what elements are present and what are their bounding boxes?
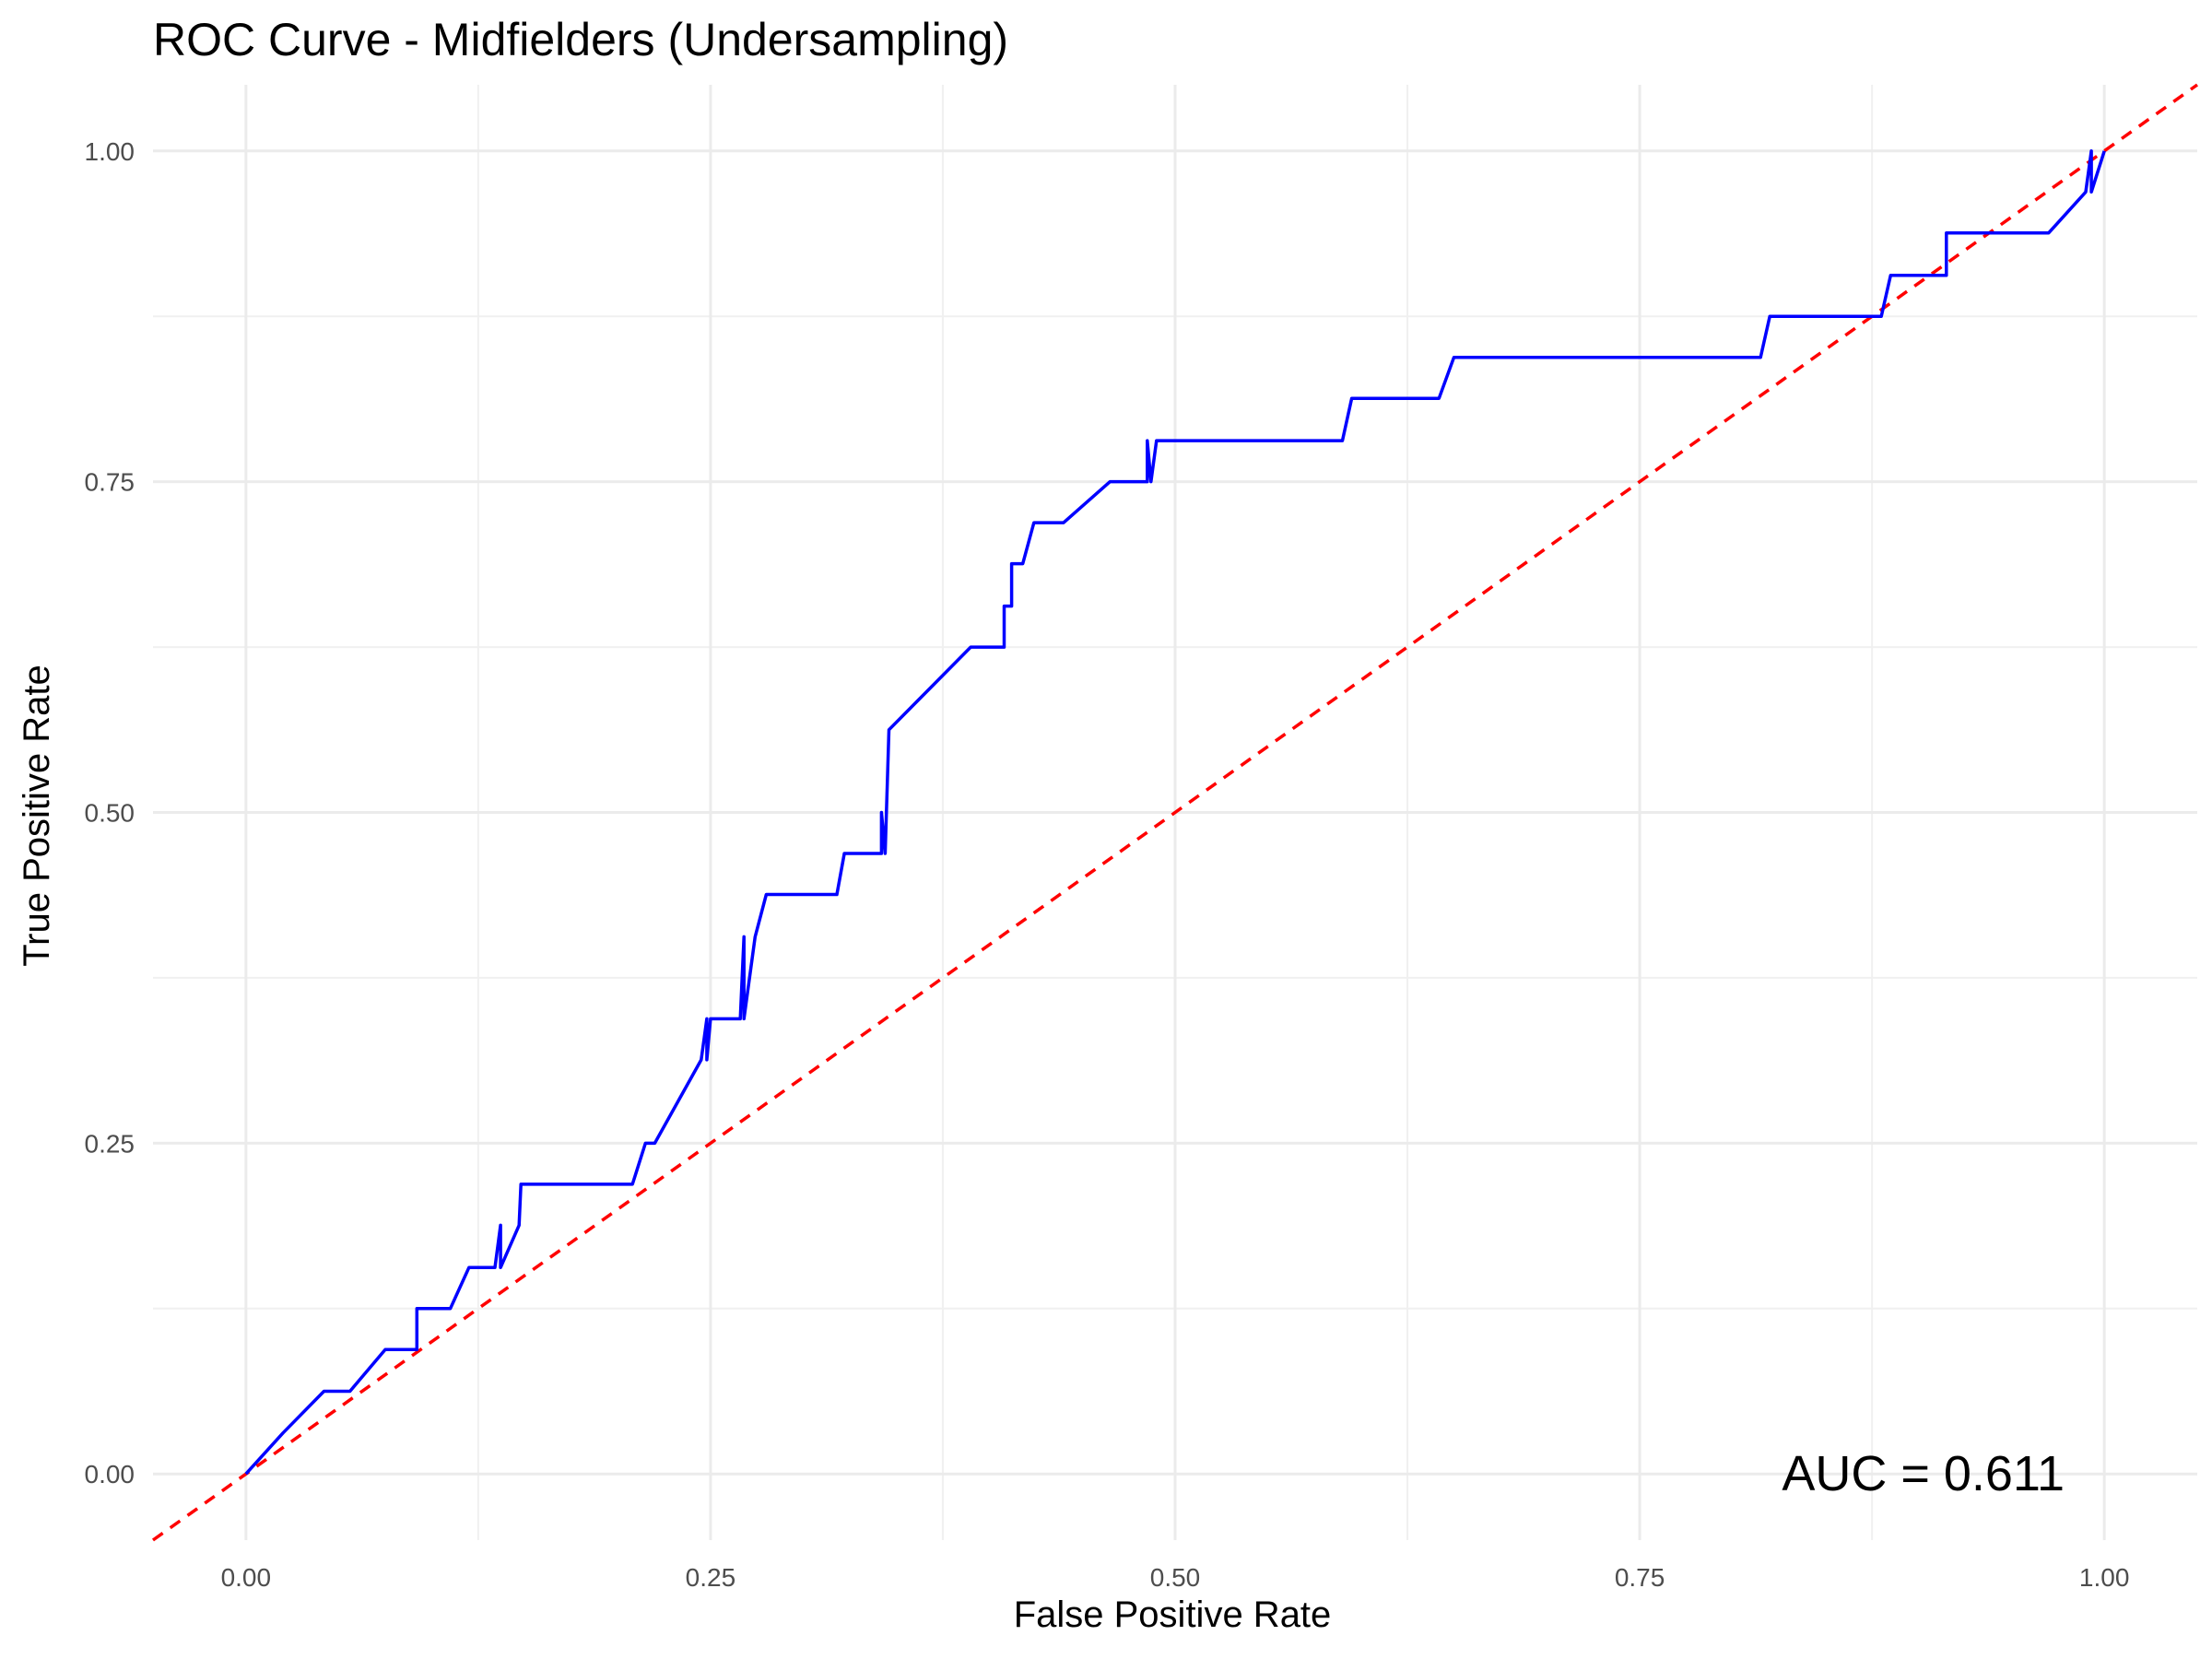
- y-tick-label: 0.00: [85, 1460, 135, 1488]
- series-layer: [151, 83, 2199, 1542]
- y-tick-label: 1.00: [85, 137, 135, 166]
- roc-curve-line: [244, 149, 2106, 1476]
- x-tick-label: 0.75: [1615, 1563, 1665, 1592]
- y-tick-label: 0.50: [85, 799, 135, 828]
- diagonal-reference-line: [151, 83, 2199, 1542]
- x-tick-label: 0.25: [686, 1563, 736, 1592]
- x-tick-label: 0.00: [221, 1563, 272, 1592]
- y-axis-label: True Positive Rate: [17, 665, 57, 967]
- x-tick-label: 1.00: [2079, 1563, 2130, 1592]
- chart-title: ROC Curve - Midfielders (Undersampling): [153, 14, 1009, 65]
- x-tick-label: 0.50: [1150, 1563, 1201, 1592]
- y-tick-label: 0.75: [85, 468, 135, 497]
- auc-annotation: AUC = 0.611: [1782, 1446, 2065, 1501]
- tick-labels: 0.00 0.25 0.50 0.75 1.00 0.00 0.25 0.50 0.75 1.00: [85, 137, 2130, 1592]
- y-tick-label: 0.25: [85, 1129, 135, 1158]
- x-axis-label: False Positive Rate: [1014, 1594, 1332, 1635]
